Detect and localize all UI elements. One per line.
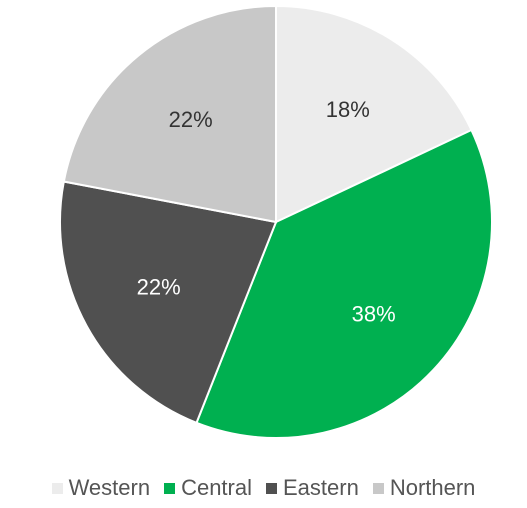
legend-swatch <box>372 482 384 494</box>
slice-label-northern: 22% <box>169 107 213 132</box>
legend-item-central: Central <box>164 475 252 501</box>
legend-label: Central <box>181 475 252 500</box>
legend-swatch <box>266 482 277 494</box>
pie-chart: 18% 38% 22% 22% <box>59 4 493 439</box>
legend-label: Western <box>68 475 151 500</box>
pie-slice-central <box>195 128 493 439</box>
slice-label-central: 38% <box>352 302 396 327</box>
pie-slice-eastern <box>59 180 278 425</box>
legend-item-northern: Northern <box>372 475 476 501</box>
pie-slice-northern <box>62 4 277 224</box>
legend-swatch <box>164 482 176 494</box>
pie-slice-western <box>275 4 473 224</box>
chart-legend: Western Central Eastern Northern <box>0 468 527 508</box>
legend-label: Northern <box>389 475 476 500</box>
slice-label-western: 18% <box>326 97 370 122</box>
legend-item-eastern: Eastern <box>266 475 359 501</box>
legend-item-western: Western <box>51 475 151 501</box>
slice-label-eastern: 22% <box>137 275 181 300</box>
legend-label: Eastern <box>283 475 359 500</box>
legend-swatch <box>51 482 63 494</box>
